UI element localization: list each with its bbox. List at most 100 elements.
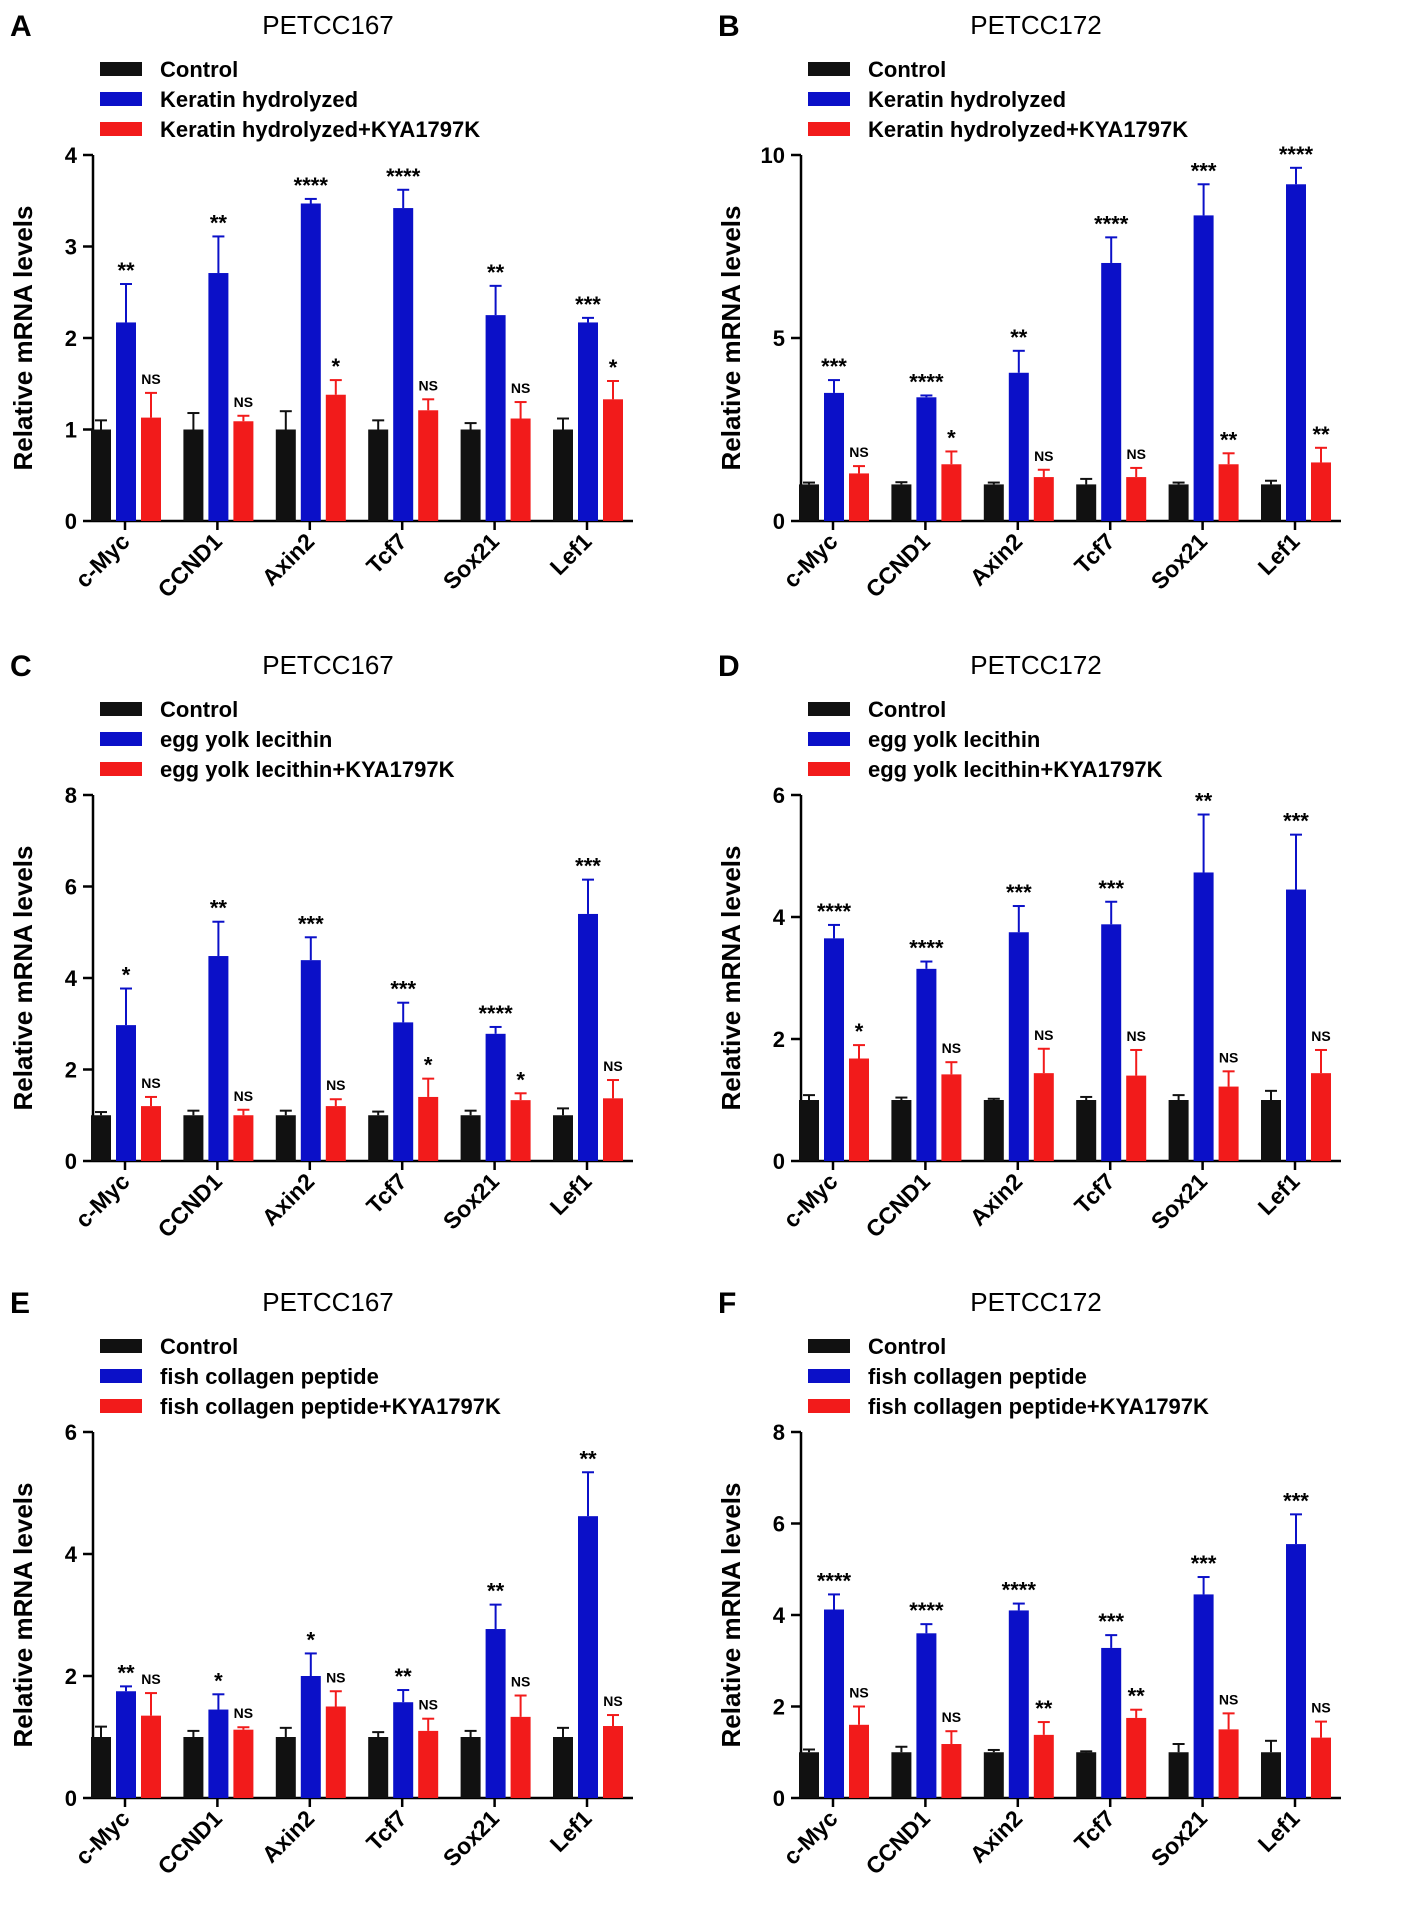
- significance-label: ***: [575, 292, 601, 317]
- bar-inhibitor: [510, 418, 531, 521]
- significance-label: NS: [326, 1077, 345, 1093]
- x-tick-label: c-Myc: [778, 528, 843, 593]
- bar-treatment: [300, 960, 321, 1161]
- bar-control: [1076, 484, 1097, 521]
- significance-label: ***: [1283, 1488, 1309, 1513]
- bar-control: [183, 429, 204, 521]
- x-tick-label: Tcf7: [361, 528, 412, 579]
- significance-label: ****: [294, 173, 329, 198]
- significance-label: NS: [511, 380, 530, 396]
- legend-swatch-treatment: [100, 1369, 142, 1383]
- x-tick-label: CCND1: [153, 1805, 228, 1880]
- bar-inhibitor: [1311, 1737, 1331, 1798]
- significance-label: ****: [386, 164, 421, 189]
- bar-control: [891, 1100, 912, 1161]
- legend-label-control: Control: [160, 1334, 238, 1359]
- significance-label: NS: [234, 394, 253, 410]
- bar-treatment: [916, 1633, 937, 1798]
- bar-treatment: [1008, 932, 1029, 1161]
- y-tick-label: 2: [65, 326, 77, 351]
- bar-treatment: [300, 203, 321, 521]
- bar-control: [368, 1115, 389, 1161]
- significance-label: ****: [1002, 1578, 1037, 1603]
- y-tick-label: 8: [773, 1420, 785, 1445]
- legend-label-treatment: Keratin hydrolyzed: [868, 87, 1066, 112]
- y-tick-label: 1: [65, 418, 77, 443]
- x-tick-label: Lef1: [1253, 528, 1305, 580]
- x-tick-label: Lef1: [1253, 1805, 1305, 1857]
- bar-inhibitor: [1126, 1075, 1147, 1161]
- significance-label: NS: [511, 1674, 530, 1690]
- x-tick-label: Lef1: [545, 1168, 597, 1220]
- bar-inhibitor: [849, 473, 869, 521]
- x-tick-label: Sox21: [438, 1168, 504, 1234]
- legend-swatch-control: [100, 702, 142, 716]
- bar-treatment: [1008, 372, 1029, 521]
- bar-treatment: [824, 392, 844, 521]
- legend-label-treatment: egg yolk lecithin: [868, 727, 1040, 752]
- significance-label: ****: [817, 1568, 852, 1593]
- x-tick-label: CCND1: [153, 1168, 228, 1243]
- x-tick-label: Tcf7: [361, 1168, 412, 1219]
- bar-control: [91, 1115, 111, 1161]
- significance-label: **: [117, 258, 135, 283]
- bar-control: [553, 1737, 573, 1798]
- significance-label: NS: [234, 1088, 253, 1104]
- bar-treatment: [1101, 924, 1122, 1161]
- significance-label: *: [214, 1668, 223, 1693]
- chart-b: B PETCC172 Control Keratin hydrolyzed Kerati…: [716, 10, 1341, 603]
- bar-control: [1076, 1100, 1097, 1161]
- chart-title: PETCC172: [970, 10, 1102, 40]
- bar-treatment: [485, 1629, 506, 1798]
- bar-control: [1261, 1100, 1281, 1161]
- x-tick-label: Tcf7: [361, 1805, 412, 1856]
- significance-label: NS: [1219, 1049, 1238, 1065]
- chart-title: PETCC167: [262, 10, 394, 40]
- bar-treatment: [916, 968, 937, 1161]
- bar-control: [1168, 1100, 1189, 1161]
- bar-control: [368, 429, 389, 521]
- y-axis-label: Relative mRNA levels: [8, 206, 38, 471]
- significance-label: NS: [849, 444, 868, 460]
- panel-letter: D: [718, 650, 740, 683]
- panel-letter: B: [718, 10, 740, 43]
- chart-f: F PETCC172 Control fish collagen peptide fis…: [716, 1287, 1341, 1880]
- bar-treatment: [578, 322, 598, 521]
- legend-label-control: Control: [868, 1334, 946, 1359]
- significance-label: *: [516, 1067, 525, 1092]
- y-tick-label: 0: [773, 1149, 785, 1174]
- x-tick-label: Axin2: [257, 528, 320, 591]
- significance-label: ****: [909, 369, 944, 394]
- bar-treatment: [208, 273, 229, 521]
- bar-treatment: [485, 315, 506, 521]
- y-tick-label: 0: [65, 1786, 77, 1811]
- bar-treatment: [1193, 215, 1214, 521]
- bar-treatment: [1286, 889, 1306, 1161]
- bar-treatment: [1286, 1544, 1306, 1798]
- bar-control: [891, 484, 912, 521]
- significance-label: NS: [603, 1693, 622, 1709]
- bar-inhibitor: [849, 1058, 869, 1161]
- bar-inhibitor: [603, 1098, 623, 1161]
- panel-letter: E: [10, 1287, 30, 1320]
- y-tick-label: 0: [65, 509, 77, 534]
- bar-inhibitor: [1311, 1073, 1331, 1161]
- bar-inhibitor: [325, 1706, 346, 1798]
- bar-inhibitor: [603, 1726, 623, 1798]
- significance-label: NS: [849, 1685, 868, 1701]
- significance-label: ****: [1094, 211, 1129, 236]
- bar-inhibitor: [510, 1716, 531, 1798]
- significance-label: **: [1312, 422, 1330, 447]
- significance-label: ***: [1191, 1551, 1217, 1576]
- legend-swatch-treatment: [100, 92, 142, 106]
- legend-swatch-treatment: [808, 732, 850, 746]
- bar-control: [1168, 1752, 1189, 1798]
- significance-label: ****: [909, 1598, 944, 1623]
- bar-inhibitor: [1218, 464, 1239, 521]
- significance-label: NS: [942, 1040, 961, 1056]
- legend-label-control: Control: [160, 697, 238, 722]
- legend-label-inhibitor: Keratin hydrolyzed+KYA1797K: [160, 117, 480, 142]
- y-tick-label: 4: [65, 143, 78, 168]
- bar-control: [1261, 1752, 1281, 1798]
- bar-control: [983, 1752, 1004, 1798]
